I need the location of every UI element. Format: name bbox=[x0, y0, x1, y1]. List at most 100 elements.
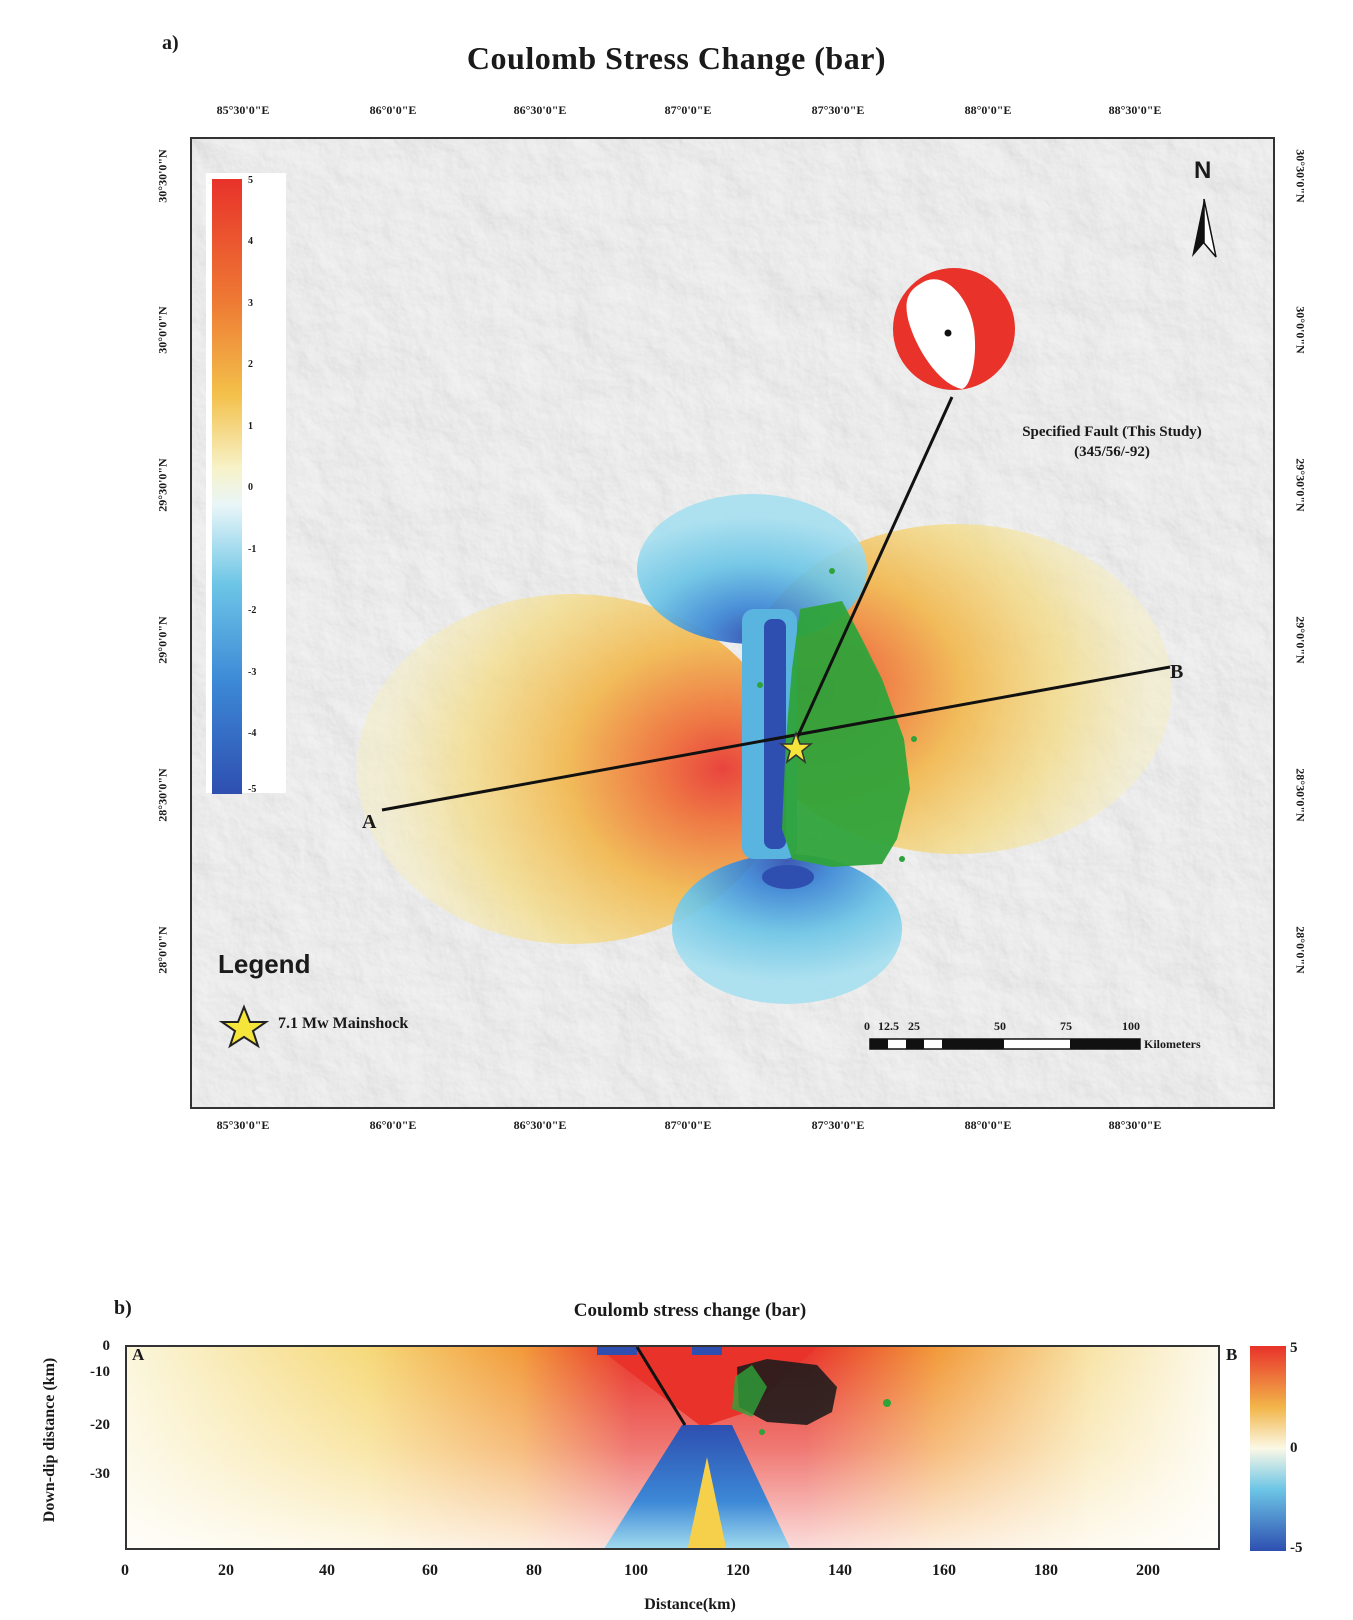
colorbar-tick: 0 bbox=[248, 482, 253, 493]
section-surface-blue bbox=[597, 1347, 637, 1355]
section-colorbar-tick: -5 bbox=[1290, 1540, 1303, 1556]
section-fault-line bbox=[635, 1347, 687, 1426]
section-point-b: B bbox=[1226, 1345, 1238, 1364]
scale-bar-segment bbox=[942, 1039, 1004, 1049]
aftershock-dot bbox=[911, 736, 917, 742]
lat-tick-right: 29°30'0"N bbox=[1293, 458, 1308, 512]
section-y-tick: -10 bbox=[90, 1364, 110, 1380]
section-surface-blue bbox=[692, 1347, 722, 1355]
scale-tick: 75 bbox=[1060, 1019, 1072, 1033]
lat-tick-right: 29°0'0"N bbox=[1293, 616, 1308, 664]
section-colorbar-graphic bbox=[1250, 1346, 1286, 1551]
lon-tick-bottom: 88°30'0"E bbox=[1108, 1118, 1162, 1132]
lat-tick-left: 28°0'0"N bbox=[155, 926, 170, 974]
lon-tick-bottom: 86°0'0"E bbox=[369, 1118, 417, 1132]
scale-unit: Kilometers bbox=[1144, 1037, 1201, 1051]
scale-tick: 12.5 bbox=[878, 1019, 899, 1033]
negative-lobe-north bbox=[637, 494, 867, 644]
fault-label-params: (345/56/-92) bbox=[1074, 444, 1150, 460]
lon-tick-bottom: 87°30'0"E bbox=[811, 1118, 865, 1132]
colorbar-tick: -1 bbox=[248, 544, 257, 555]
positive-lobe-west bbox=[357, 594, 787, 944]
lon-tick-top: 88°0'0"E bbox=[964, 103, 1012, 117]
lat-tick-left: 29°30'0"N bbox=[155, 458, 170, 512]
lon-tick-bottom: 86°30'0"E bbox=[513, 1118, 567, 1132]
lat-tick-left: 28°30'0"N bbox=[155, 768, 170, 822]
cross-section bbox=[125, 1345, 1220, 1550]
lon-tick-top: 85°30'0"E bbox=[216, 103, 270, 117]
legend-title: Legend bbox=[218, 949, 311, 979]
section-x-tick: 20 bbox=[218, 1562, 234, 1579]
legend-item-mainshock: 7.1 Mw Mainshock bbox=[278, 1015, 409, 1032]
colorbar bbox=[212, 179, 242, 794]
section-colorbar-tick: 0 bbox=[1290, 1440, 1298, 1456]
section-y-axis-label: Down-dip distance (km) bbox=[41, 1357, 58, 1523]
map-title: Coulomb Stress Change (bar) bbox=[466, 40, 887, 76]
aftershock-dot bbox=[829, 568, 835, 574]
section-x-tick: 80 bbox=[526, 1562, 542, 1579]
lon-tick-bottom: 87°0'0"E bbox=[664, 1118, 712, 1132]
lat-tick-left: 30°30'0"N bbox=[155, 149, 170, 203]
section-y-tick: 0 bbox=[102, 1338, 111, 1354]
panel-b-label: b) bbox=[114, 1297, 132, 1319]
colorbar-tick: -4 bbox=[248, 728, 257, 739]
colorbar-tick: 1 bbox=[248, 421, 253, 432]
beachball-dilatational bbox=[906, 279, 976, 389]
lat-tick-left: 30°0'0"N bbox=[155, 306, 170, 354]
section-x-tick: 120 bbox=[726, 1562, 750, 1579]
stress-map-graphic bbox=[192, 139, 1273, 1107]
section-colorbar-fill bbox=[1250, 1346, 1286, 1551]
scale-tick: 0 bbox=[864, 1019, 870, 1033]
colorbar-tick: -5 bbox=[248, 784, 257, 795]
section-aftershock-dot bbox=[759, 1429, 765, 1435]
colorbar-tick: 5 bbox=[248, 175, 253, 186]
beachball-center bbox=[944, 329, 952, 337]
section-x-tick: 160 bbox=[932, 1562, 956, 1579]
fault-label-name: Specified Fault (This Study) bbox=[1022, 424, 1202, 440]
section-x-tick: 60 bbox=[422, 1562, 438, 1579]
scale-tick: 100 bbox=[1122, 1019, 1140, 1033]
aftershock-cluster bbox=[782, 601, 910, 867]
cross-section-graphic bbox=[127, 1347, 1218, 1548]
north-label: N bbox=[1194, 157, 1212, 184]
section-x-tick: 100 bbox=[624, 1562, 648, 1579]
fault-label: Specified Fault (This Study) (345/56/-92… bbox=[952, 422, 1272, 462]
section-x-tick: 40 bbox=[319, 1562, 335, 1579]
legend-mainshock-star bbox=[218, 1004, 270, 1049]
scale-bar-segment bbox=[1070, 1039, 1140, 1049]
aftershock-dot bbox=[757, 682, 763, 688]
lat-tick-right: 30°30'0"N bbox=[1293, 149, 1308, 203]
section-aftershock-dot bbox=[883, 1399, 891, 1407]
lat-tick-left: 29°0'0"N bbox=[155, 616, 170, 664]
scale-bar-segment bbox=[906, 1039, 924, 1049]
scale-tick: 50 bbox=[994, 1019, 1006, 1033]
lat-tick-right: 28°30'0"N bbox=[1293, 768, 1308, 822]
section-x-tick: 140 bbox=[828, 1562, 852, 1579]
section-y-tick: -30 bbox=[90, 1466, 110, 1482]
scale-tick: 25 bbox=[908, 1019, 920, 1033]
panel-a-label: a) bbox=[162, 32, 179, 54]
section-aftershocks bbox=[737, 1359, 837, 1425]
colorbar-tick: -3 bbox=[248, 667, 257, 678]
fault-pointer-line bbox=[790, 396, 954, 750]
mainshock-star bbox=[778, 730, 814, 764]
section-title: Coulomb stress change (bar) bbox=[573, 1300, 807, 1321]
profile-point-a: A bbox=[362, 811, 377, 833]
profile-line-ab bbox=[381, 665, 1171, 812]
negative-lobe-south bbox=[672, 854, 902, 1004]
lon-tick-top: 87°0'0"E bbox=[664, 103, 712, 117]
negative-core bbox=[764, 619, 786, 849]
section-x-tick: 180 bbox=[1034, 1562, 1058, 1579]
profile-point-b: B bbox=[1170, 661, 1184, 683]
colorbar-tick: 4 bbox=[248, 236, 253, 247]
scale-bar-segment bbox=[870, 1039, 888, 1049]
aftershock-dot bbox=[899, 856, 905, 862]
lon-tick-top: 87°30'0"E bbox=[811, 103, 865, 117]
lat-tick-right: 28°0'0"N bbox=[1293, 926, 1308, 974]
lon-tick-top: 86°0'0"E bbox=[369, 103, 417, 117]
lon-tick-bottom: 85°30'0"E bbox=[216, 1118, 270, 1132]
colorbar-tick: -2 bbox=[248, 605, 257, 616]
section-negative-wedge bbox=[604, 1425, 791, 1548]
section-colorbar-tick: 5 bbox=[1290, 1340, 1298, 1356]
north-arrow-half bbox=[1203, 198, 1217, 258]
